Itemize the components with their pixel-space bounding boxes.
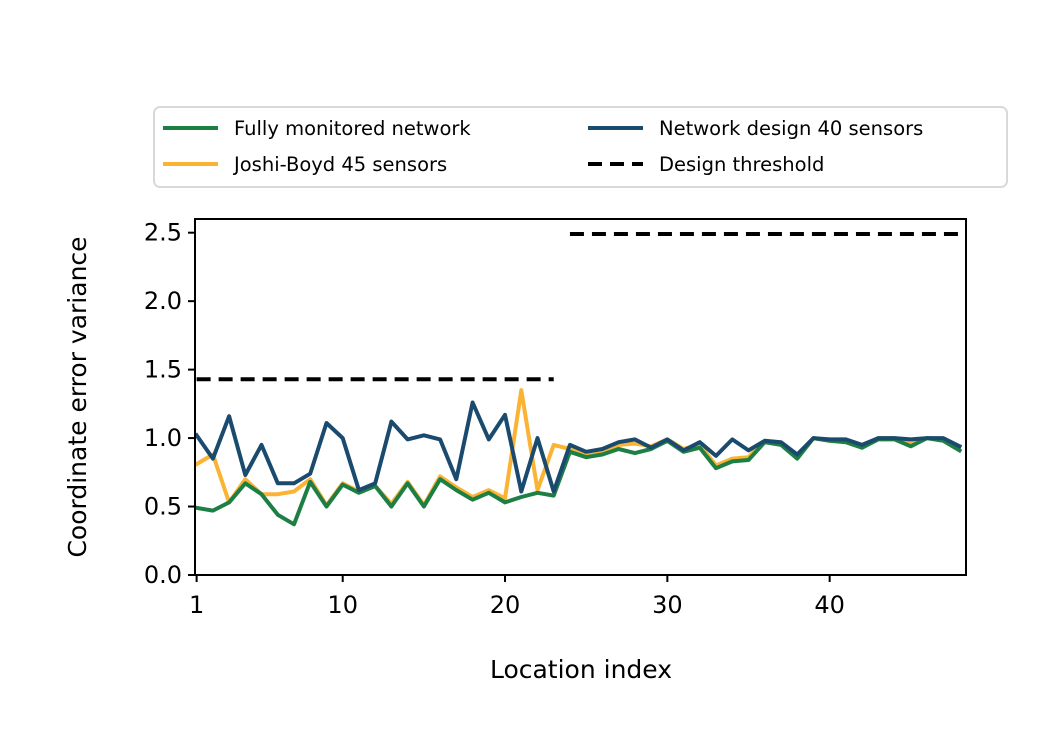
legend: Fully monitored network Joshi-Boyd 45 sen… xyxy=(153,106,1008,188)
x-tick-label: 1 xyxy=(189,591,204,619)
x-axis-title: Location index xyxy=(490,655,672,684)
legend-frame xyxy=(153,106,1008,188)
x-tick-label: 20 xyxy=(490,591,521,619)
y-tick-label: 1.0 xyxy=(144,424,182,452)
x-tick-label: 30 xyxy=(652,591,683,619)
y-axis: 0.0 0.5 1.0 1.5 2.0 2.5 xyxy=(144,219,195,589)
network-design-40-sensors-line xyxy=(193,400,963,494)
y-tick-label: 1.5 xyxy=(144,356,182,384)
x-tick-label: 10 xyxy=(327,591,358,619)
x-tick-label: 40 xyxy=(814,591,845,619)
y-tick-label: 2.5 xyxy=(144,219,182,247)
plot-frame xyxy=(194,218,967,576)
series-layer xyxy=(193,232,963,527)
legend-label-fully-monitored-network: Fully monitored network xyxy=(234,117,471,140)
y-tick-label: 0.5 xyxy=(144,493,182,521)
plot-area xyxy=(193,218,967,576)
x-axis: 1 10 20 30 40 xyxy=(189,575,845,619)
y-tick-label: 2.0 xyxy=(144,287,182,315)
y-tick-label: 0.0 xyxy=(144,561,182,589)
legend-label-network-design-40-sensors: Network design 40 sensors xyxy=(659,117,923,140)
legend-label-design-threshold: Design threshold xyxy=(659,153,824,176)
legend-label-joshi-boyd-45-sensors: Joshi-Boyd 45 sensors xyxy=(232,153,447,176)
y-axis-title: Coordinate error variance xyxy=(63,236,92,557)
